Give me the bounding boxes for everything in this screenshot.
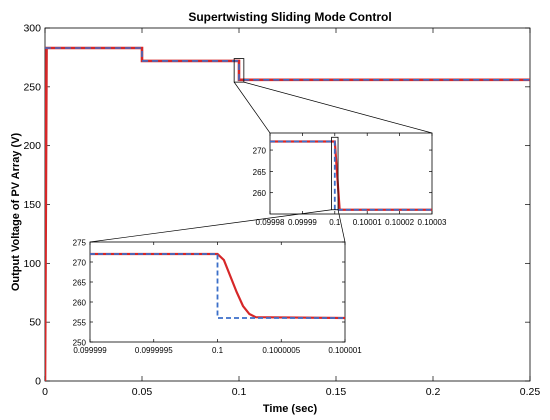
main-y-tick-label: 150 xyxy=(23,199,41,211)
main-series-dashed-line xyxy=(45,47,530,81)
chart-title: Supertwisting Sliding Mode Control xyxy=(188,10,391,24)
inset1-y-tick-label: 265 xyxy=(253,168,267,177)
inset1-y-tick-label: 270 xyxy=(253,147,267,156)
main-y-tick-label: 200 xyxy=(23,140,41,152)
inset1-x-tick-label: 0.10001 xyxy=(353,218,382,227)
main-y-tick-label: 50 xyxy=(29,317,41,329)
inset1-plot-frame xyxy=(269,132,433,215)
inset2-series-solid-line xyxy=(90,252,345,320)
main-y-tick-label: 300 xyxy=(23,23,41,35)
inset2-y-tick-label: 275 xyxy=(73,239,87,248)
inset2-x-tick-label: 0.100001 xyxy=(328,346,362,355)
main-y-tick-label: 0 xyxy=(35,376,41,388)
inset2-y-tick-label: 260 xyxy=(73,299,87,308)
zoom-connector xyxy=(243,81,433,134)
inset2-y-tick-label: 250 xyxy=(73,339,87,348)
inset1-x-tick-label: 0.1 xyxy=(329,218,341,227)
inset1-x-tick-label: 0.10003 xyxy=(418,218,447,227)
inset1-x-tick-label: 0.10002 xyxy=(385,218,414,227)
main-x-tick-label: 0.25 xyxy=(520,386,541,398)
main-x-tick-label: 0 xyxy=(42,386,48,398)
inset1-axes: 0.09998 0.09999 0.1 0.10001 0.10002 0.10003 26… xyxy=(253,132,447,227)
inset2-y-tick-label: 270 xyxy=(73,259,87,268)
main-x-tick-label: 0.2 xyxy=(426,386,441,398)
inset2-x-tick-label: 0.1000005 xyxy=(262,346,300,355)
inset2-x-tick-label: 0.099999 xyxy=(73,346,107,355)
zoom-connector xyxy=(337,209,346,243)
y-axis-label: Output Voltage of PV Array (V) xyxy=(10,133,22,292)
inset1-series-dashed-line xyxy=(270,140,432,211)
main-x-tick-label: 0.05 xyxy=(132,386,153,398)
zoom-connector xyxy=(89,209,332,243)
x-axis-label: Time (sec) xyxy=(263,403,318,415)
inset1-zoom-box xyxy=(331,136,339,211)
inset2-x-tick-label: 0.1 xyxy=(212,346,224,355)
inset1-x-tick-label: 0.09998 xyxy=(256,218,285,227)
inset2-x-tick-label: 0.0999995 xyxy=(135,346,173,355)
main-x-tick-label: 0.1 xyxy=(232,386,247,398)
inset1-y-tick-label: 260 xyxy=(253,189,267,198)
inset2-y-tick-label: 255 xyxy=(73,319,87,328)
main-y-tick-label: 100 xyxy=(23,258,41,270)
main-zoom-box xyxy=(233,58,245,83)
main-x-tick-label: 0.15 xyxy=(326,386,347,398)
zoom-connector xyxy=(233,81,271,134)
main-y-tick-label: 250 xyxy=(23,81,41,93)
inset1-x-tick-label: 0.09999 xyxy=(288,218,317,227)
inset2-y-tick-label: 265 xyxy=(73,279,87,288)
inset2-axes: 0.099999 0.0999995 0.1 0.1000005 0.100001 250… xyxy=(73,239,363,356)
